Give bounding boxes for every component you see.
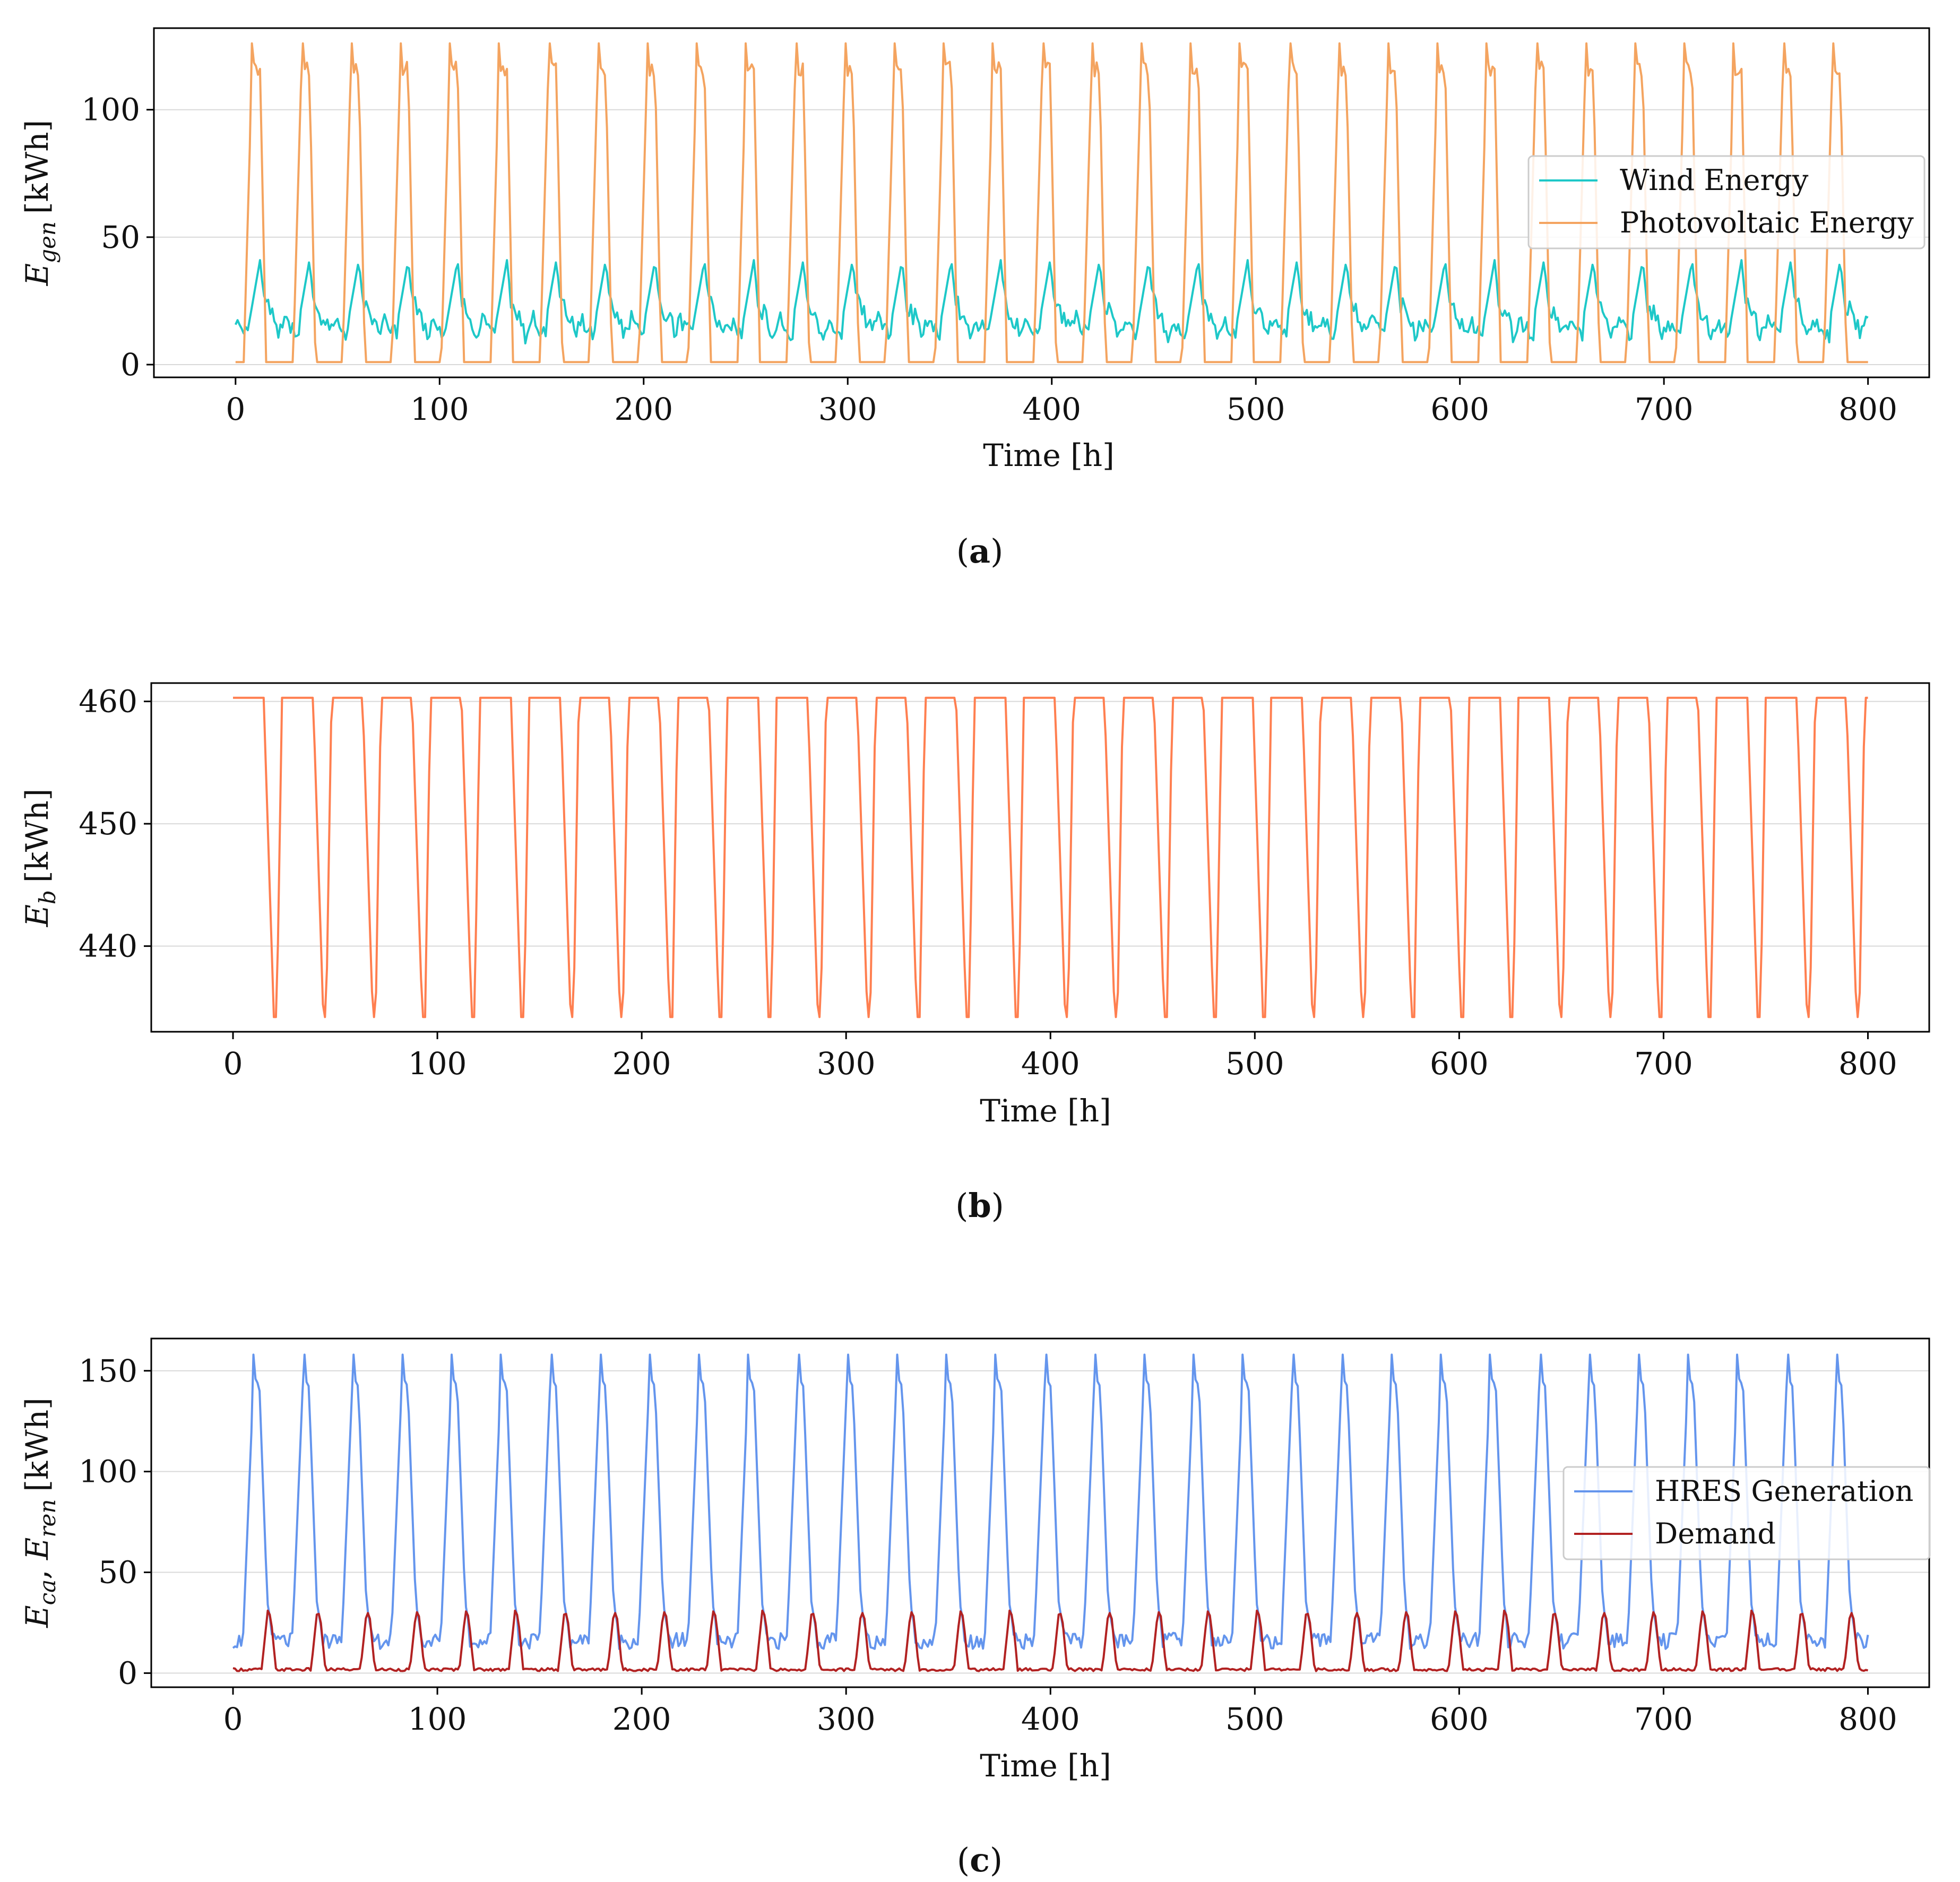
series-line-demand: [232, 1609, 1868, 1672]
lines-c: [232, 1353, 1869, 1672]
ytick-label-b-0: 440: [79, 928, 137, 964]
xtick-label-c-0: 0: [223, 1701, 243, 1737]
xtick-label-c-8: 800: [1838, 1701, 1897, 1737]
legend-label-pv: Photovoltaic Energy: [1620, 206, 1914, 239]
xtick-label-b-8: 800: [1838, 1046, 1897, 1082]
xtick-label-b-3: 300: [817, 1046, 876, 1082]
xtick-label-a-2: 200: [614, 391, 673, 427]
panel-a: 0 100 200 300 400 500 600 700 800 0 50 100 Time [h…: [19, 27, 1930, 571]
x-axis-label-c: Time [h]: [980, 1748, 1111, 1784]
x-axis-label-a: Time [h]: [983, 437, 1115, 473]
xtick-label-c-2: 200: [612, 1701, 671, 1737]
yticks-b: 440 450 460: [79, 684, 151, 964]
yticks-a: 0 50 100: [81, 92, 154, 383]
xtick-label-c-3: 300: [817, 1701, 876, 1737]
legend-label-hres: HRES Generation: [1655, 1474, 1913, 1508]
xtick-label-a-3: 300: [818, 391, 877, 427]
legend-box-c: [1562, 1466, 1931, 1560]
caption-a: (a): [956, 532, 1004, 571]
ytick-label-c-1: 50: [98, 1555, 137, 1591]
caption-c: (c): [957, 1841, 1003, 1879]
yticks-c: 0 50 100 150: [79, 1353, 151, 1691]
xtick-label-a-5: 500: [1227, 391, 1285, 427]
xtick-label-c-6: 600: [1430, 1701, 1489, 1737]
panel-c: 0 100 200 300 400 500 600 700 800 0 50 100 150 Time…: [19, 1337, 1931, 1879]
ytick-label-a-2: 100: [81, 92, 140, 128]
xtick-label-b-1: 100: [408, 1046, 467, 1082]
ytick-label-c-0: 0: [118, 1655, 137, 1691]
xtick-label-a-7: 700: [1635, 391, 1694, 427]
xtick-label-a-8: 800: [1838, 391, 1897, 427]
xtick-label-b-6: 600: [1430, 1046, 1489, 1082]
xticks-b: 0 100 200 300 400 500 600 700 800: [223, 1032, 1897, 1082]
xtick-label-c-4: 400: [1021, 1701, 1080, 1737]
panel-b: 0 100 200 300 400 500 600 700 800 440 450 460 Time…: [19, 682, 1930, 1225]
y-axis-label-c: Eca, Eren[kWh]: [19, 1397, 61, 1628]
xticks-a: 0 100 200 300 400 500 600 700 800: [226, 377, 1897, 427]
plot-frame-a: [153, 27, 1930, 378]
xtick-label-c-7: 700: [1634, 1701, 1693, 1737]
series-line-wind-energy: [234, 259, 1869, 344]
ytick-label-a-0: 0: [120, 347, 140, 383]
xtick-label-a-1: 100: [410, 391, 469, 427]
xtick-label-a-0: 0: [226, 391, 245, 427]
xticks-c: 0 100 200 300 400 500 600 700 800: [223, 1687, 1897, 1737]
ytick-label-b-2: 460: [79, 684, 137, 720]
legend-a: Wind Energy Photovoltaic Energy: [1527, 155, 1926, 249]
series-line-hres-generation: [232, 1353, 1869, 1650]
xtick-label-c-5: 500: [1225, 1701, 1284, 1737]
xtick-label-b-7: 700: [1634, 1046, 1693, 1082]
xtick-label-c-1: 100: [408, 1701, 467, 1737]
ytick-label-c-2: 100: [79, 1454, 137, 1490]
legend-label-wind: Wind Energy: [1620, 163, 1809, 197]
legend-c: HRES Generation Demand: [1562, 1466, 1931, 1560]
series-line-battery-energy: [233, 696, 1868, 1018]
legend-box-a: [1527, 155, 1926, 249]
x-axis-label-b: Time [h]: [980, 1093, 1111, 1129]
caption-b: (b): [955, 1186, 1004, 1225]
xtick-label-b-4: 400: [1021, 1046, 1080, 1082]
grid-b: [151, 701, 1929, 947]
xtick-label-a-6: 600: [1430, 391, 1489, 427]
plot-frame-b: [150, 682, 1930, 1033]
ytick-label-b-1: 450: [79, 806, 137, 842]
xtick-label-a-4: 400: [1022, 391, 1081, 427]
xtick-label-b-2: 200: [612, 1046, 671, 1082]
y-axis-label-b: Eb[kWh]: [19, 789, 61, 928]
legend-label-demand: Demand: [1655, 1517, 1776, 1550]
ytick-label-c-3: 150: [79, 1353, 137, 1389]
y-axis-label-a: Egen[kWh]: [19, 120, 61, 287]
xtick-label-b-5: 500: [1225, 1046, 1284, 1082]
xtick-label-b-0: 0: [223, 1046, 243, 1082]
ytick-label-a-1: 50: [101, 219, 140, 255]
lines-b: [233, 696, 1868, 1018]
